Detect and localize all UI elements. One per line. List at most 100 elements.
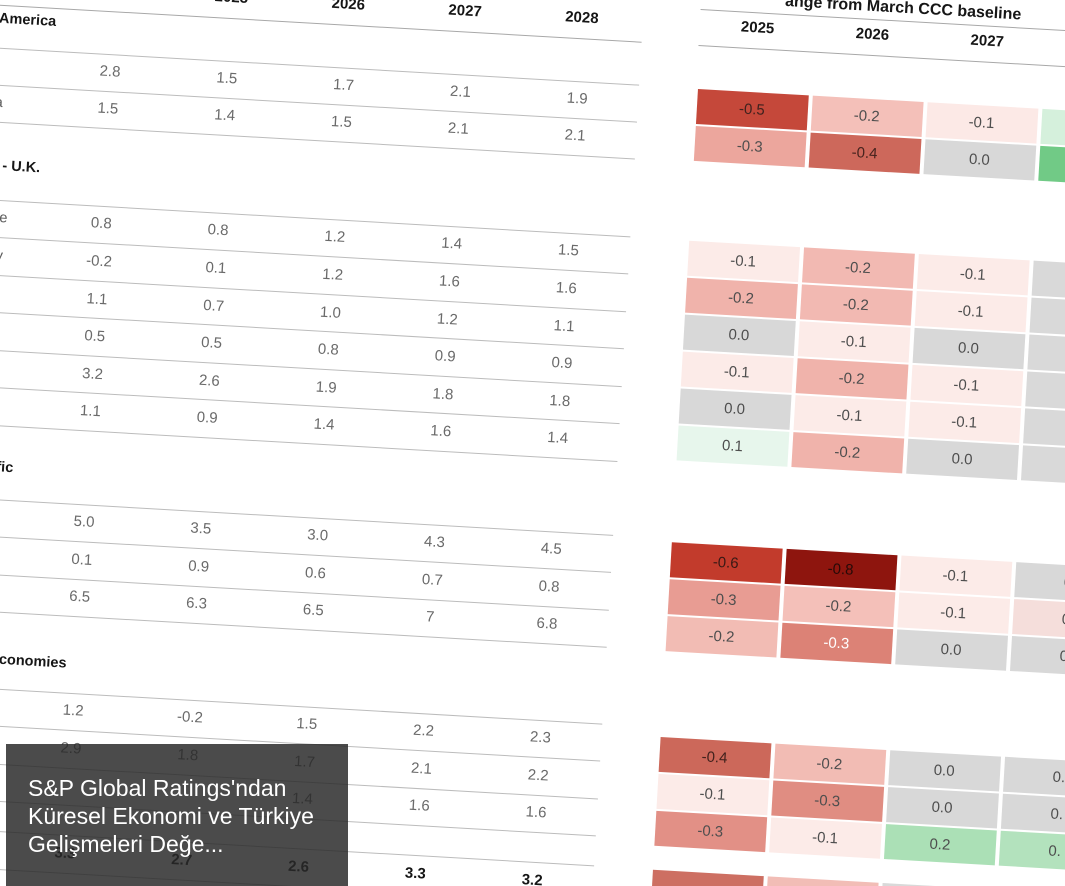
forecast-value: 1.6 <box>438 272 461 291</box>
forecast-value: 0.9 <box>434 347 457 366</box>
change-cell: -0.8 <box>784 548 897 591</box>
forecast-value: 1.5 <box>330 112 353 132</box>
change-cell: 0. <box>1013 562 1065 604</box>
forecast-value: 0.6 <box>304 563 327 582</box>
year-header: 2027 <box>447 1 483 21</box>
forecast-value: 1.5 <box>557 241 580 260</box>
forecast-value: 1.2 <box>321 265 344 284</box>
row-label: Canada <box>0 92 4 112</box>
row-label: Eurozone <box>0 206 8 227</box>
forecast-value: 2.1 <box>447 119 470 138</box>
forecast-value: 7 <box>425 608 435 626</box>
forecast-value: 2.1 <box>410 759 433 778</box>
forecast-value: 4.5 <box>540 539 563 558</box>
change-cell: -0.2 <box>801 247 915 289</box>
change-cell: -0.2 <box>810 95 924 137</box>
caption-line: Küresel Ekonomi ve Türkiye <box>28 803 314 829</box>
forecast-value: 1.4 <box>213 106 236 125</box>
section-label: Emerging economies <box>0 647 67 672</box>
forecast-value: 1.5 <box>295 714 318 734</box>
forecast-value: 0.8 <box>207 221 229 240</box>
forecast-value: 6.8 <box>536 614 558 633</box>
row-label: Germany <box>0 244 4 265</box>
change-cell <box>1037 145 1065 188</box>
forecast-value: 3.3 <box>404 864 427 883</box>
forecast-value: 4.3 <box>423 533 446 552</box>
caption-line: S&P Global Ratings'ndan <box>28 775 287 801</box>
forecast-value: -0.2 <box>176 708 204 727</box>
change-cell: -0.1 <box>655 773 769 816</box>
change-cell <box>650 869 764 886</box>
change-cell: -0.2 <box>772 743 886 785</box>
change-cell: -0.1 <box>686 240 800 283</box>
forecast-value: 0.9 <box>551 354 573 373</box>
forecast-value: 2.1 <box>564 126 586 145</box>
change-cell: 0.0 <box>912 327 1025 370</box>
forecast-value: 1.8 <box>548 391 571 410</box>
change-cell: -0.1 <box>909 364 1023 407</box>
change-cell: -0.3 <box>667 579 781 621</box>
year-header: 2025 <box>740 18 775 38</box>
forecast-value: 0.7 <box>421 570 444 589</box>
forecast-value: 2.6 <box>198 371 221 390</box>
forecast-value: 2.2 <box>527 765 550 785</box>
forecast-value: 1.5 <box>215 69 238 88</box>
forecast-value: 1.4 <box>546 428 569 448</box>
change-cell: -0.1 <box>793 395 906 437</box>
year-header: 2028 <box>564 8 600 28</box>
forecast-value: 1.1 <box>553 316 576 335</box>
forecast-value: 1.8 <box>432 384 454 403</box>
forecast-value: 0.7 <box>202 296 225 315</box>
forecast-value: 3.2 <box>81 364 104 383</box>
forecast-value: 0.8 <box>538 577 561 596</box>
forecast-value: 6.5 <box>68 587 91 606</box>
forecast-value: 6.5 <box>302 601 325 620</box>
change-cell <box>1020 445 1065 487</box>
forecast-value: 1.4 <box>313 415 335 434</box>
forecast-value: 1.9 <box>315 378 338 397</box>
forecast-value: 1.9 <box>566 89 589 108</box>
change-cell <box>1039 108 1065 151</box>
change-cell <box>1029 297 1065 339</box>
change-cell: 0. <box>1002 756 1065 799</box>
forecast-value: 1.5 <box>96 99 119 118</box>
caption-overlay: S&P Global Ratings'ndan Küresel Ekonomi … <box>6 744 348 886</box>
forecast-value: 1.2 <box>323 227 346 246</box>
change-cell: -0.2 <box>665 616 778 658</box>
forecast-value: 0.8 <box>90 214 113 233</box>
change-cell: 0. <box>998 830 1065 872</box>
change-cell: -0.3 <box>693 125 807 168</box>
forecast-value: 1.2 <box>62 701 85 720</box>
forecast-value: 0.9 <box>187 556 210 576</box>
change-cell: -0.3 <box>653 810 767 853</box>
change-cell: -0.1 <box>768 817 882 859</box>
forecast-value: 1.0 <box>319 303 342 322</box>
change-cell <box>765 876 879 886</box>
forecast-value: 3.2 <box>521 871 544 886</box>
change-cell: 0.0 <box>922 139 1036 181</box>
forecast-value: 1.1 <box>79 402 102 421</box>
change-cell: 0. <box>1009 635 1065 678</box>
forecast-value: -0.2 <box>85 252 113 271</box>
forecast-value: 0.9 <box>196 408 219 427</box>
change-cell: 0. <box>1000 793 1065 836</box>
change-cell: -0.2 <box>799 284 913 326</box>
forecast-value: 1.1 <box>85 289 108 308</box>
forecast-value: 2.3 <box>529 728 552 747</box>
change-cell: 0.0 <box>682 314 796 356</box>
change-cell: -0.5 <box>695 88 809 131</box>
change-cell <box>1031 260 1065 302</box>
change-cell: 0.0 <box>905 438 1019 481</box>
forecast-value: 6.3 <box>185 594 208 613</box>
change-cell: 0.2 <box>883 824 997 866</box>
section-label: North America <box>0 8 57 30</box>
forecast-value: 2.8 <box>99 62 121 81</box>
forecast-value: 1.7 <box>332 76 355 95</box>
change-cell: -0.4 <box>658 736 771 779</box>
change-cell: -0.3 <box>770 780 884 822</box>
forecast-value: 0.5 <box>83 327 106 346</box>
forecast-value: 1.6 <box>408 796 431 815</box>
year-header: 2026 <box>331 0 366 14</box>
forecast-value: 5.0 <box>73 512 95 531</box>
change-cell: -0.1 <box>680 351 794 393</box>
